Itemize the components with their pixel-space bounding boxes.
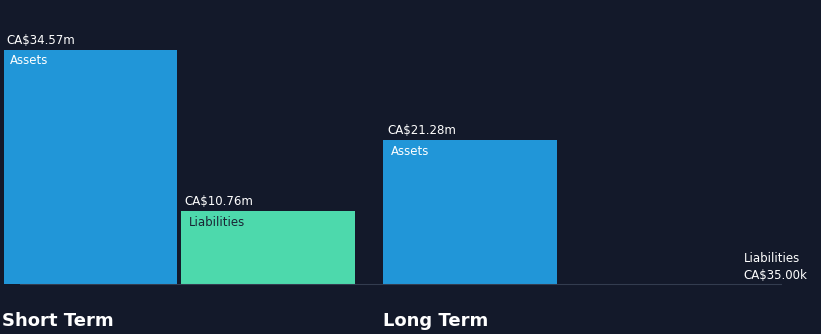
Text: Liabilities: Liabilities: [189, 216, 245, 229]
Text: CA$35.00k: CA$35.00k: [744, 269, 808, 282]
Text: Long Term: Long Term: [383, 312, 488, 330]
Text: CA$21.28m: CA$21.28m: [387, 124, 456, 137]
Text: CA$34.57m: CA$34.57m: [7, 34, 75, 47]
Bar: [383, 140, 557, 284]
Text: Liabilities: Liabilities: [744, 253, 800, 266]
Text: Assets: Assets: [391, 145, 429, 158]
Text: Short Term: Short Term: [2, 312, 114, 330]
Bar: [181, 211, 355, 284]
Text: Assets: Assets: [11, 54, 48, 67]
Text: CA$10.76m: CA$10.76m: [185, 195, 254, 208]
Bar: [2, 50, 177, 284]
